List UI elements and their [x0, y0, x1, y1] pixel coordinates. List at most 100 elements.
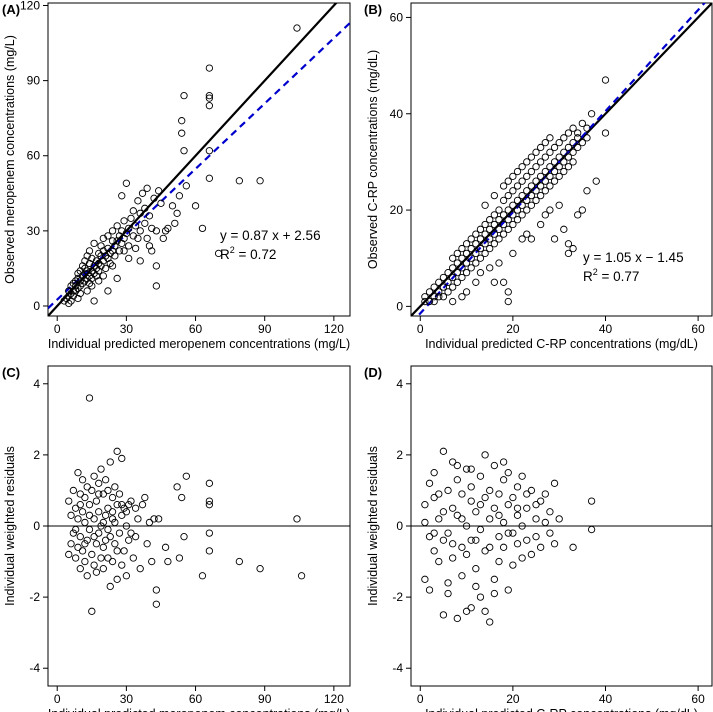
data-point — [560, 148, 568, 156]
data-point — [481, 201, 489, 209]
data-point — [509, 493, 517, 502]
data-point — [180, 147, 188, 155]
data-point — [161, 227, 170, 235]
data-point — [444, 269, 452, 277]
data-point — [129, 207, 137, 215]
data-point — [546, 182, 554, 190]
data-point — [523, 206, 531, 214]
panel-c: 0 30 60 90 120 -4 -2 0 2 4 Individual predicted me… — [2, 365, 351, 712]
data-point — [205, 94, 214, 102]
data-point — [449, 458, 457, 466]
data-point — [513, 206, 522, 214]
data-point — [518, 163, 526, 171]
data-point — [481, 493, 489, 502]
data-point — [421, 575, 429, 583]
data-point — [101, 536, 110, 544]
r-squared-r: R — [583, 269, 593, 284]
data-point — [155, 515, 163, 523]
data-point — [476, 235, 485, 243]
data-point — [430, 283, 438, 291]
data-point — [476, 525, 485, 534]
data-point — [537, 143, 545, 152]
data-point — [150, 194, 158, 202]
data-point — [453, 476, 461, 484]
data-point — [453, 259, 461, 267]
x-tick-label: 0 — [54, 322, 61, 336]
data-point — [550, 540, 559, 548]
y-tick-label: 40 — [390, 107, 404, 121]
data-point — [180, 533, 188, 541]
data-point — [458, 543, 466, 551]
data-point — [122, 522, 131, 530]
data-point — [486, 486, 494, 495]
data-point — [108, 262, 117, 270]
data-point — [481, 249, 489, 258]
data-point — [509, 220, 517, 229]
data-point — [99, 518, 107, 527]
data-point — [458, 293, 466, 301]
data-point — [499, 278, 508, 286]
data-point — [439, 508, 448, 516]
data-point — [518, 235, 526, 243]
data-point — [560, 134, 568, 142]
data-point — [152, 282, 161, 290]
data-point — [99, 543, 107, 551]
plot-frame — [410, 2, 713, 317]
data-point — [481, 451, 489, 459]
data-point — [495, 235, 503, 243]
data-point — [504, 177, 512, 185]
data-point — [499, 211, 508, 219]
data-point — [449, 504, 457, 512]
data-point — [421, 518, 429, 527]
data-point — [592, 177, 600, 185]
data-point — [88, 486, 96, 495]
data-point — [118, 561, 126, 569]
data-point — [490, 278, 499, 286]
data-point — [527, 486, 536, 495]
data-point — [439, 536, 448, 544]
data-point — [564, 240, 573, 248]
data-point — [481, 230, 489, 238]
data-point — [486, 244, 494, 253]
data-point — [439, 283, 448, 291]
data-point — [118, 501, 126, 509]
data-point — [490, 575, 499, 583]
data-point — [458, 264, 466, 272]
data-point — [104, 232, 112, 240]
data-point — [125, 536, 133, 544]
data-point — [444, 278, 452, 286]
data-point — [472, 565, 480, 573]
data-point — [574, 129, 582, 137]
data-point — [113, 447, 121, 455]
data-point — [476, 593, 485, 601]
data-point — [171, 219, 179, 228]
data-point — [541, 490, 549, 498]
data-point — [490, 211, 499, 219]
data-point — [131, 244, 140, 253]
panel-d: 0 20 40 60 -4 -2 0 2 4 Individual predicted C-RP … — [364, 365, 713, 712]
y-tick-label: -2 — [392, 590, 403, 604]
data-point — [518, 554, 526, 562]
regression-equation: y = 0.87 x + 2.56 — [220, 228, 321, 243]
data-point — [198, 224, 207, 233]
r-squared-value: = 0.77 — [598, 269, 640, 284]
data-point — [546, 134, 554, 142]
data-point — [523, 158, 531, 166]
data-point — [486, 264, 494, 272]
data-point — [178, 493, 186, 502]
data-point — [523, 187, 531, 195]
data-point — [92, 497, 101, 505]
data-point — [175, 554, 184, 562]
data-point — [541, 187, 549, 195]
data-point — [527, 153, 536, 161]
data-point — [95, 508, 103, 516]
data-point — [65, 497, 73, 505]
data-point — [111, 483, 119, 491]
data-point — [113, 575, 121, 583]
data-point — [560, 158, 568, 166]
data-point — [421, 297, 429, 306]
data-point — [481, 220, 489, 229]
data-point — [495, 225, 503, 233]
data-point — [453, 249, 461, 258]
